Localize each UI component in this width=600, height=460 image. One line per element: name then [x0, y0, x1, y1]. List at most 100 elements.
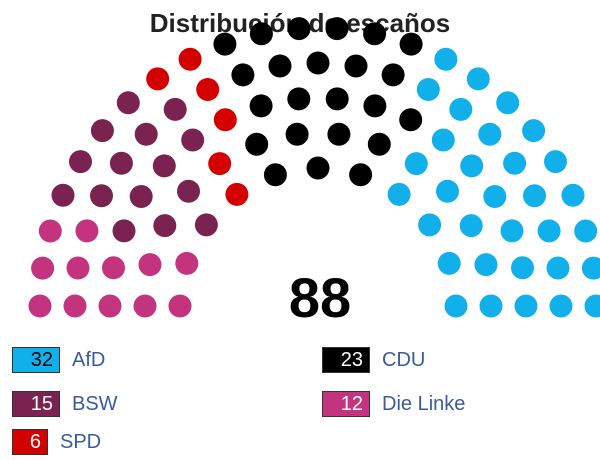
seat-die-linke	[133, 294, 157, 318]
seat-bsw	[90, 119, 114, 143]
seat-afd	[459, 214, 483, 238]
seat-cdu	[249, 22, 273, 46]
seat-bsw	[90, 184, 113, 208]
seat-spd	[208, 152, 232, 176]
seat-spd	[213, 108, 237, 132]
seat-afd	[479, 294, 503, 318]
seat-cdu	[306, 51, 330, 75]
legend-swatch-cdu: 23	[322, 347, 370, 373]
legend-item-bsw: 15 BSW	[12, 390, 118, 418]
seat-cdu	[287, 17, 311, 41]
seat-bsw	[51, 183, 75, 207]
seat-spd	[225, 182, 249, 206]
legend-label-afd: AfD	[72, 348, 106, 371]
seat-afd	[434, 47, 458, 71]
seat-afd	[444, 294, 468, 318]
seat-bsw	[177, 179, 200, 203]
seat-die-linke	[138, 253, 162, 277]
seat-afd	[404, 152, 428, 176]
seat-die-linke	[31, 256, 55, 280]
seat-cdu	[399, 32, 423, 56]
seat-cdu	[325, 17, 349, 41]
seat-afd	[574, 219, 598, 243]
seat-afd	[544, 150, 567, 174]
seat-bsw	[152, 154, 176, 178]
seat-afd	[466, 67, 490, 91]
seat-afd	[500, 219, 524, 243]
legend-label-spd: SPD	[60, 430, 102, 453]
seat-afd	[511, 256, 534, 280]
seat-afd	[581, 256, 600, 280]
legend-label-bsw: BSW	[72, 392, 118, 415]
seat-cdu	[327, 122, 351, 146]
legend-item-die-linke: 12 Die Linke	[322, 390, 465, 418]
seat-afd	[496, 91, 520, 115]
seat-afd	[483, 185, 507, 208]
seat-cdu	[245, 132, 269, 156]
seat-die-linke	[38, 219, 62, 243]
seat-bsw	[109, 151, 133, 175]
seat-cdu	[268, 54, 292, 78]
seat-bsw	[181, 128, 205, 152]
seat-afd	[416, 78, 440, 101]
seat-bsw	[116, 91, 140, 115]
seat-spd	[178, 47, 202, 71]
seat-cdu	[363, 94, 387, 118]
seat-cdu	[287, 87, 311, 111]
total-seats: 88	[288, 266, 352, 329]
seat-die-linke	[102, 256, 125, 280]
seat-cdu	[285, 122, 309, 146]
seat-cdu	[363, 22, 387, 46]
legend-swatch-spd: 6	[12, 429, 48, 455]
seat-afd	[449, 97, 473, 121]
seat-cdu	[325, 87, 349, 111]
seat-bsw	[153, 214, 177, 238]
seat-cdu	[344, 54, 368, 78]
seat-die-linke	[98, 294, 122, 318]
seat-cdu	[349, 163, 373, 187]
seat-cdu	[231, 63, 255, 87]
seat-cdu	[381, 63, 405, 87]
seat-afd	[546, 256, 570, 280]
seat-afd	[436, 179, 459, 203]
seat-afd	[523, 184, 546, 208]
seat-die-linke	[175, 251, 199, 275]
seat-die-linke	[168, 294, 192, 318]
seat-afd	[537, 219, 561, 243]
seat-spd	[196, 78, 220, 101]
seat-afd	[478, 122, 502, 146]
seat-cdu	[367, 132, 391, 156]
seat-afd	[431, 128, 455, 152]
seat-bsw	[129, 185, 153, 208]
legend-label-die-linke: Die Linke	[382, 392, 466, 415]
seat-afd	[522, 119, 546, 143]
seat-afd	[387, 182, 411, 206]
seat-afd	[514, 294, 538, 318]
seat-afd	[460, 154, 484, 178]
seat-bsw	[69, 150, 92, 174]
seat-afd	[549, 294, 573, 318]
seat-afd	[437, 251, 461, 275]
legend-swatch-die-linke: 12	[322, 391, 370, 417]
legend-swatch-afd: 32	[12, 347, 60, 373]
seat-bsw	[112, 219, 136, 243]
seat-bsw	[163, 97, 187, 121]
seat-die-linke	[66, 256, 90, 280]
seat-cdu	[249, 94, 273, 118]
legend-item-spd: 6 SPD	[12, 428, 101, 456]
legend-swatch-bsw: 15	[12, 391, 60, 417]
seat-die-linke	[75, 219, 99, 243]
legend-item-cdu: 23 CDU	[322, 346, 425, 374]
seat-cdu	[399, 108, 423, 132]
legend-label-cdu: CDU	[382, 348, 426, 371]
seat-cdu	[306, 156, 330, 180]
seat-bsw	[134, 122, 158, 146]
seat-cdu	[263, 163, 287, 187]
seat-afd	[474, 253, 498, 277]
seat-afd	[584, 294, 600, 318]
seat-afd	[561, 183, 585, 207]
seat-afd	[503, 151, 527, 175]
seat-die-linke	[28, 294, 52, 318]
seat-bsw	[194, 213, 218, 237]
